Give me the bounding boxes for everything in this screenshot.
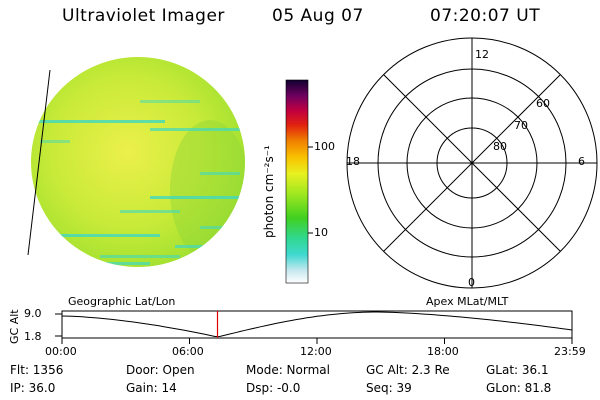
orbit-y-tick-low: 1.8 xyxy=(24,330,42,343)
status-glon: GLon: 81.8 xyxy=(486,381,552,395)
orbit-x-tick-3: 18:00 xyxy=(427,345,459,358)
orbit-title-geographic: Geographic Lat/Lon xyxy=(68,295,176,308)
mlt-label-0: 0 xyxy=(468,276,475,289)
mlt-label-12: 12 xyxy=(475,48,489,61)
status-gain: Gain: 14 xyxy=(126,381,177,395)
lat-label-80: 80 xyxy=(493,140,507,153)
lat-label-60: 60 xyxy=(536,97,550,110)
orbit-x-tick-4: 23:59 xyxy=(554,345,586,358)
altitude-curve xyxy=(61,311,573,338)
orbit-title-apex: Apex MLat/MLT xyxy=(426,295,509,308)
date-label: 05 Aug 07 xyxy=(272,6,364,26)
status-ip: IP: 36.0 xyxy=(10,381,56,395)
orbit-x-tick-2: 12:00 xyxy=(300,345,332,358)
colorbar-unit-label: photon cm⁻²s⁻¹ xyxy=(262,145,276,238)
auroral-image xyxy=(27,57,245,267)
mlt-label-18: 18 xyxy=(346,155,360,168)
orbit-y-label: GC Alt xyxy=(8,309,21,344)
orbit-x-tick-0: 00:00 xyxy=(45,345,77,358)
terminator-line xyxy=(27,69,51,256)
status-glat: GLat: 36.1 xyxy=(486,363,549,377)
orbit-y-tick-high: 9.0 xyxy=(24,307,42,320)
status-mode: Mode: Normal xyxy=(246,363,330,377)
time-label: 07:20:07 UT xyxy=(430,6,541,26)
mlt-label-6: 6 xyxy=(578,155,585,168)
orbit-plot xyxy=(55,310,573,344)
status-dsp: Dsp: -0.0 xyxy=(246,381,301,395)
lat-label-70: 70 xyxy=(514,119,528,132)
status-flt: Flt: 1356 xyxy=(10,363,64,377)
status-gc-alt: GC Alt: 2.3 Re xyxy=(366,363,450,377)
colorbar xyxy=(285,79,313,284)
orbit-x-tick-1: 06:00 xyxy=(172,345,204,358)
polar-grid xyxy=(346,37,598,289)
colorbar-label-10: 10 xyxy=(314,226,328,239)
status-seq: Seq: 39 xyxy=(366,381,412,395)
colorbar-label-100: 100 xyxy=(314,140,335,153)
instrument-title: Ultraviolet Imager xyxy=(62,6,225,26)
status-door: Door: Open xyxy=(126,363,195,377)
